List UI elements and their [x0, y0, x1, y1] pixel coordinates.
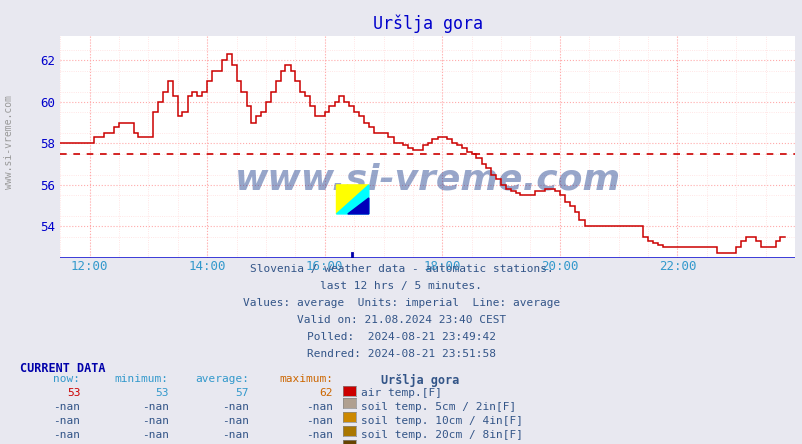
Text: average:: average:: [195, 374, 249, 385]
Text: last 12 hrs / 5 minutes.: last 12 hrs / 5 minutes.: [320, 281, 482, 291]
Text: 57: 57: [235, 388, 249, 398]
Text: Valid on: 21.08.2024 23:40 CEST: Valid on: 21.08.2024 23:40 CEST: [297, 315, 505, 325]
Text: Slovenia / weather data - automatic stations.: Slovenia / weather data - automatic stat…: [249, 264, 553, 274]
Text: -nan: -nan: [141, 430, 168, 440]
Text: minimum:: minimum:: [115, 374, 168, 385]
Polygon shape: [336, 185, 368, 214]
Text: 53: 53: [155, 388, 168, 398]
Text: Uršlja gora: Uršlja gora: [381, 374, 460, 387]
Text: -nan: -nan: [221, 402, 249, 412]
Text: Rendred: 2024-08-21 23:51:58: Rendred: 2024-08-21 23:51:58: [306, 349, 496, 359]
Text: -nan: -nan: [141, 416, 168, 426]
Text: www.si-vreme.com: www.si-vreme.com: [234, 163, 620, 197]
Text: -nan: -nan: [306, 430, 333, 440]
Polygon shape: [336, 185, 368, 214]
Text: air temp.[F]: air temp.[F]: [360, 388, 441, 398]
Text: 62: 62: [319, 388, 333, 398]
Text: www.si-vreme.com: www.si-vreme.com: [4, 95, 14, 189]
Text: -nan: -nan: [53, 416, 80, 426]
Text: -nan: -nan: [141, 402, 168, 412]
Text: -nan: -nan: [221, 416, 249, 426]
Text: 53: 53: [67, 388, 80, 398]
Text: Polled:  2024-08-21 23:49:42: Polled: 2024-08-21 23:49:42: [306, 332, 496, 342]
Text: Values: average  Units: imperial  Line: average: Values: average Units: imperial Line: av…: [242, 298, 560, 308]
Text: -nan: -nan: [221, 430, 249, 440]
Text: CURRENT DATA: CURRENT DATA: [20, 362, 105, 375]
Text: soil temp. 10cm / 4in[F]: soil temp. 10cm / 4in[F]: [360, 416, 522, 426]
Text: maximum:: maximum:: [279, 374, 333, 385]
Text: soil temp. 5cm / 2in[F]: soil temp. 5cm / 2in[F]: [360, 402, 515, 412]
Title: Uršlja gora: Uršlja gora: [372, 14, 482, 32]
Text: -nan: -nan: [53, 402, 80, 412]
Text: -nan: -nan: [306, 416, 333, 426]
Polygon shape: [347, 198, 368, 214]
Text: now:: now:: [53, 374, 80, 385]
Text: -nan: -nan: [306, 402, 333, 412]
Text: soil temp. 20cm / 8in[F]: soil temp. 20cm / 8in[F]: [360, 430, 522, 440]
Text: -nan: -nan: [53, 430, 80, 440]
